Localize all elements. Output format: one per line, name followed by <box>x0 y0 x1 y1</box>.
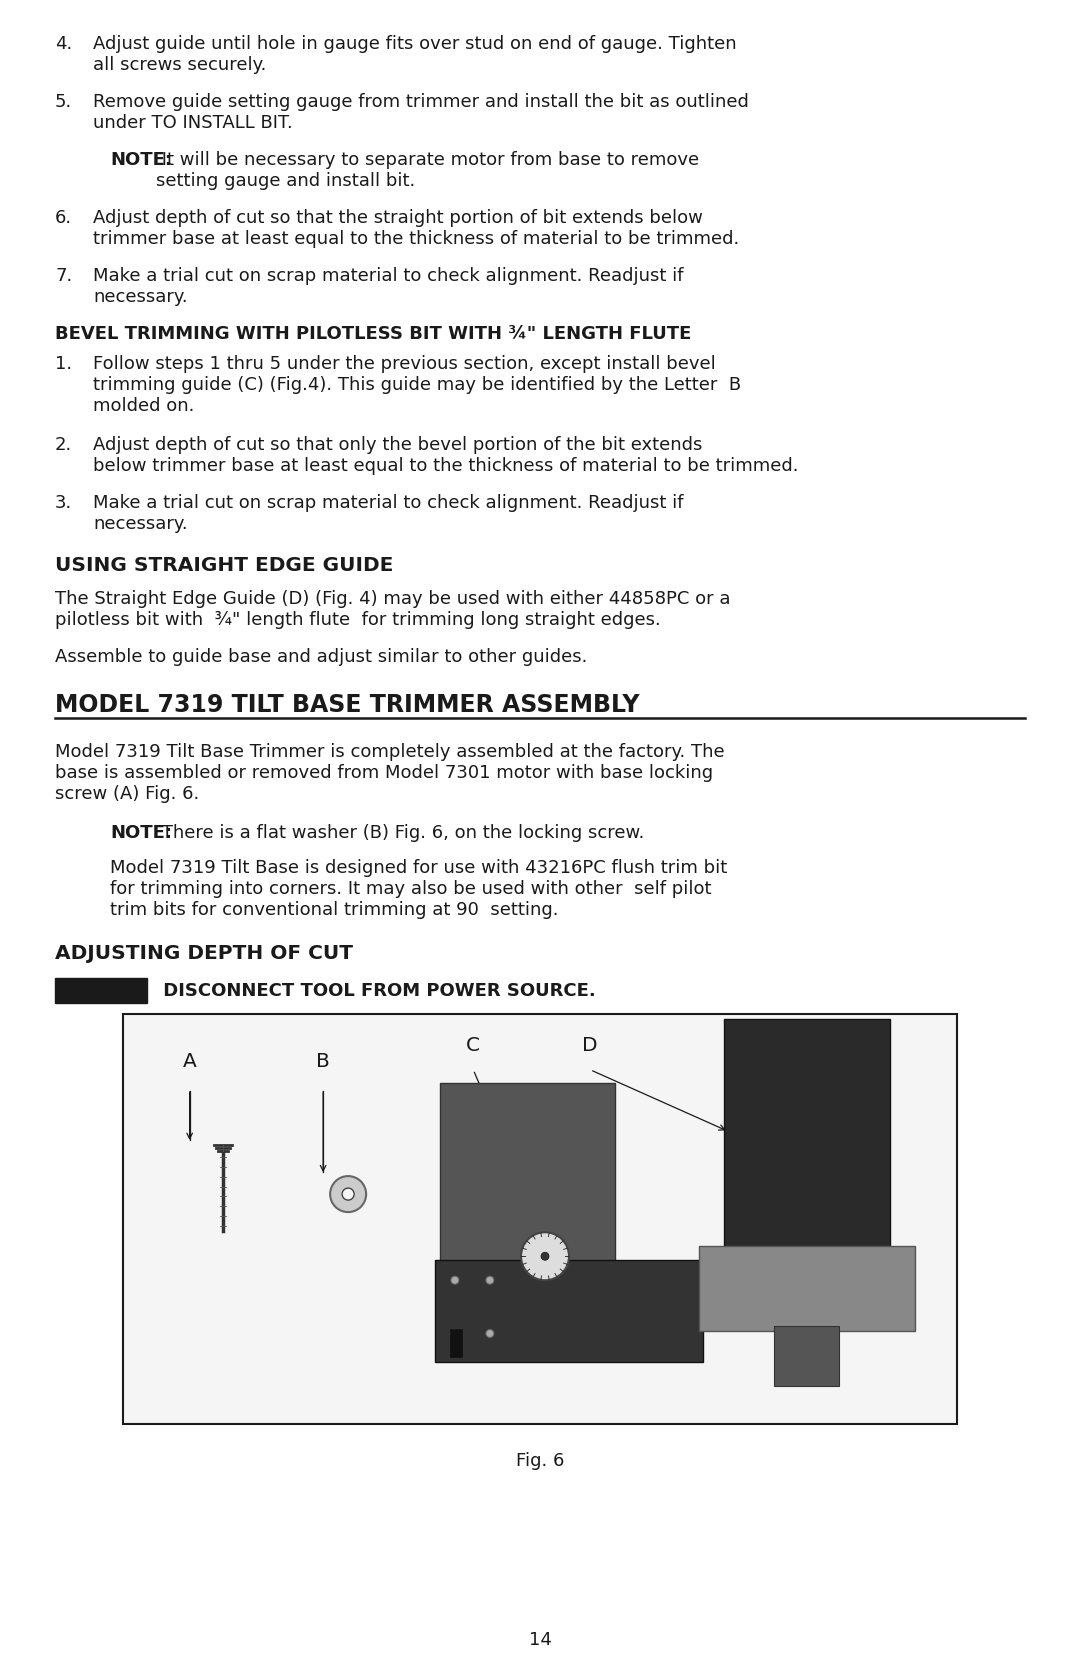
Text: NOTE:: NOTE: <box>110 150 172 169</box>
Text: 14: 14 <box>528 1631 552 1649</box>
Text: Assemble to guide base and adjust similar to other guides.: Assemble to guide base and adjust simila… <box>55 648 588 666</box>
Bar <box>774 1325 839 1385</box>
Text: Fig. 6: Fig. 6 <box>516 1452 564 1470</box>
Text: C: C <box>467 1036 481 1055</box>
Circle shape <box>486 1330 494 1337</box>
Bar <box>55 978 147 1003</box>
Text: There is a flat washer (B) Fig. 6, on the locking screw.: There is a flat washer (B) Fig. 6, on th… <box>156 824 645 841</box>
Bar <box>440 1083 616 1280</box>
Text: D: D <box>582 1036 598 1055</box>
Circle shape <box>450 1277 459 1283</box>
Bar <box>123 1013 957 1424</box>
Text: Remove guide setting gauge from trimmer and install the bit as outlined
under TO: Remove guide setting gauge from trimmer … <box>93 93 748 132</box>
Text: USING STRAIGHT EDGE GUIDE: USING STRAIGHT EDGE GUIDE <box>55 556 393 574</box>
Text: 2.: 2. <box>55 436 72 454</box>
Circle shape <box>541 1252 549 1260</box>
Bar <box>435 1260 703 1362</box>
Bar <box>450 1329 462 1357</box>
Text: Model 7319 Tilt Base is designed for use with 43216PC flush trim bit
for trimmin: Model 7319 Tilt Base is designed for use… <box>110 860 727 920</box>
Text: 7.: 7. <box>55 267 72 285</box>
Text: 3.: 3. <box>55 494 72 512</box>
Bar <box>724 1018 890 1300</box>
Text: 4.: 4. <box>55 35 72 53</box>
Circle shape <box>450 1330 459 1337</box>
Bar <box>699 1245 916 1330</box>
Text: It will be necessary to separate motor from base to remove
setting gauge and ins: It will be necessary to separate motor f… <box>156 150 699 190</box>
Text: Adjust depth of cut so that only the bevel portion of the bit extends
below trim: Adjust depth of cut so that only the bev… <box>93 436 798 474</box>
Circle shape <box>521 1232 569 1280</box>
Text: Make a trial cut on scrap material to check alignment. Readjust if
necessary.: Make a trial cut on scrap material to ch… <box>93 494 684 532</box>
Text: IBLE: IBLE <box>800 1043 831 1056</box>
Text: 6.: 6. <box>55 209 72 227</box>
Text: Model 7319 Tilt Base Trimmer is completely assembled at the factory. The
base is: Model 7319 Tilt Base Trimmer is complete… <box>55 743 725 803</box>
Text: Adjust guide until hole in gauge fits over stud on end of gauge. Tighten
all scr: Adjust guide until hole in gauge fits ov… <box>93 35 737 73</box>
Text: Make a trial cut on scrap material to check alignment. Readjust if
necessary.: Make a trial cut on scrap material to ch… <box>93 267 684 305</box>
Text: B: B <box>316 1051 330 1071</box>
Text: DISCONNECT TOOL FROM POWER SOURCE.: DISCONNECT TOOL FROM POWER SOURCE. <box>157 981 596 1000</box>
Text: Follow steps 1 thru 5 under the previous section, except install bevel
trimming : Follow steps 1 thru 5 under the previous… <box>93 355 741 416</box>
Circle shape <box>330 1177 366 1212</box>
Text: Adjust depth of cut so that the straight portion of bit extends below
trimmer ba: Adjust depth of cut so that the straight… <box>93 209 739 247</box>
Text: 1.: 1. <box>55 355 72 374</box>
Circle shape <box>486 1277 494 1283</box>
Text: SPINDLE LOCK
DO NOT PRESS WHILE
MOTOR IS RUNNING: SPINDLE LOCK DO NOT PRESS WHILE MOTOR IS… <box>772 1275 841 1292</box>
Text: A: A <box>183 1051 197 1071</box>
Text: ADJUSTING DEPTH OF CUT: ADJUSTING DEPTH OF CUT <box>55 943 353 963</box>
Text: CAUTION: CAUTION <box>56 981 146 1000</box>
Text: MODEL 7319 TILT BASE TRIMMER ASSEMBLY: MODEL 7319 TILT BASE TRIMMER ASSEMBLY <box>55 693 639 718</box>
Circle shape <box>342 1188 354 1200</box>
Text: NOTE:: NOTE: <box>110 824 172 841</box>
Text: 5.: 5. <box>55 93 72 112</box>
Text: The Straight Edge Guide (D) (Fig. 4) may be used with either 44858PC or a
pilotl: The Straight Edge Guide (D) (Fig. 4) may… <box>55 589 730 629</box>
Text: BEVEL TRIMMING WITH PILOTLESS BIT WITH ¾" LENGTH FLUTE: BEVEL TRIMMING WITH PILOTLESS BIT WITH ¾… <box>55 325 691 344</box>
